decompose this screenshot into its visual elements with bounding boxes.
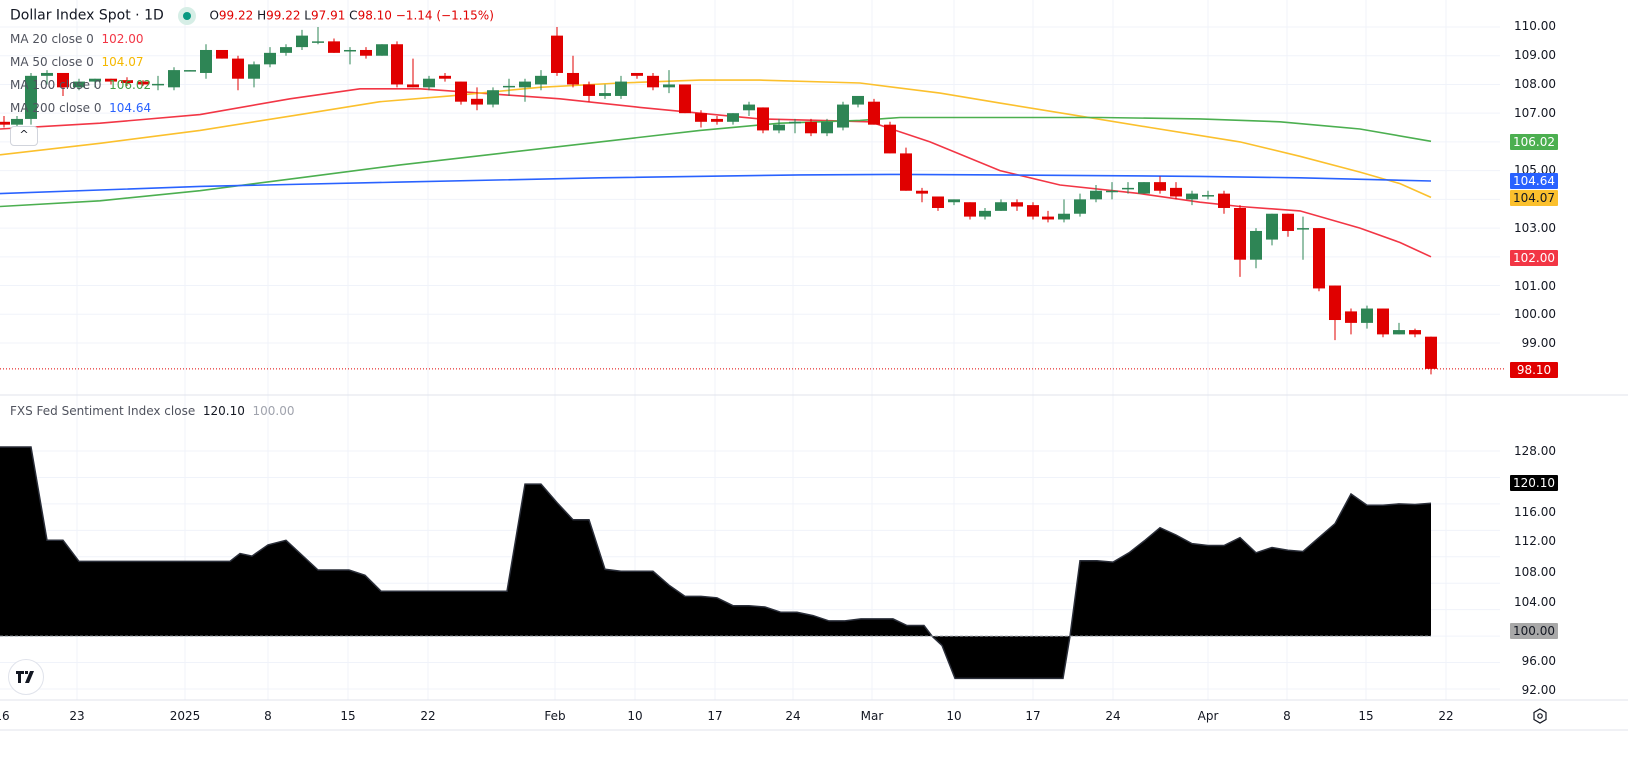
price-tick: 110.00	[1514, 19, 1556, 33]
price-tick: 103.00	[1514, 221, 1556, 235]
indicator-tick: 96.00	[1521, 654, 1556, 668]
ma50-price-tag: 104.07	[1510, 190, 1558, 206]
price-tick: 108.00	[1514, 77, 1556, 91]
time-tick: Feb	[544, 709, 566, 723]
time-tick: 10	[627, 709, 643, 723]
ma50-legend[interactable]: MA 50 close 0 104.07	[10, 55, 144, 69]
indicator-tick: 108.00	[1514, 565, 1556, 579]
symbol-title[interactable]: Dollar Index Spot · 1D	[10, 7, 164, 24]
time-tick: Mar	[860, 709, 884, 723]
ma20-value: 102.00	[101, 32, 144, 46]
time-tick: 15	[340, 709, 356, 723]
time-tick: 24	[1105, 709, 1121, 723]
ma100-price-tag: 106.02	[1510, 134, 1558, 150]
ma100-value: 106.02	[109, 78, 152, 92]
time-tick: 8	[1283, 709, 1291, 723]
time-tick: 17	[1025, 709, 1041, 723]
ma20-price-tag: 102.00	[1510, 250, 1558, 266]
time-tick: 8	[264, 709, 272, 723]
time-tick: 15	[1358, 709, 1374, 723]
price-tick: 107.00	[1514, 106, 1556, 120]
time-tick: 17	[707, 709, 723, 723]
indicator-value-tag: 120.10	[1510, 475, 1558, 491]
open-value: 99.22	[218, 8, 254, 23]
time-tick: 16	[0, 709, 10, 723]
indicator-tick: 128.00	[1514, 444, 1556, 458]
tradingview-logo-icon[interactable]	[8, 659, 44, 695]
close-value: 98.10	[357, 8, 392, 23]
indicator-tick: 112.00	[1514, 534, 1556, 548]
chevron-up-icon: ^	[19, 128, 29, 141]
ma200-price-tag: 104.64	[1510, 173, 1558, 189]
indicator-value: 120.10	[202, 404, 245, 418]
time-tick: 24	[785, 709, 801, 723]
settings-gear-icon[interactable]	[1532, 708, 1548, 724]
symbol-legend: Dollar Index Spot · 1D O99.22 H99.22 L97…	[10, 7, 494, 25]
ma100-legend[interactable]: MA 100 close 0 106.02	[10, 78, 152, 92]
indicator-title: FXS Fed Sentiment Index close	[10, 404, 196, 418]
indicator-legend[interactable]: FXS Fed Sentiment Index close 120.10 100…	[10, 404, 295, 418]
price-tick: 109.00	[1514, 48, 1556, 62]
price-tick: 100.00	[1514, 307, 1556, 321]
ma200-value: 104.64	[109, 101, 152, 115]
ma20-legend[interactable]: MA 20 close 0 102.00	[10, 32, 144, 46]
indicator-baseline: 100.00	[252, 404, 295, 418]
ohlc-values: O99.22 H99.22 L97.91 C98.10 −1.14 (−1.15…	[209, 8, 494, 23]
high-value: 99.22	[266, 8, 301, 23]
indicator-baseline-tag: 100.00	[1510, 623, 1558, 639]
low-value: 97.91	[310, 8, 346, 23]
time-tick: 2025	[169, 709, 201, 723]
price-tick: 99.00	[1521, 336, 1556, 350]
ma50-value: 104.07	[101, 55, 144, 69]
last-price-tag: 98.10	[1510, 362, 1558, 378]
time-tick: 22	[420, 709, 436, 723]
market-status-icon	[177, 7, 196, 25]
price-tick: 101.00	[1514, 279, 1556, 293]
time-tick: Apr	[1197, 709, 1219, 723]
indicator-tick: 92.00	[1521, 683, 1556, 697]
ma200-legend[interactable]: MA 200 close 0 104.64	[10, 101, 152, 115]
collapse-legend-button[interactable]: ^	[10, 126, 38, 146]
time-tick: 23	[69, 709, 85, 723]
time-tick: 22	[1438, 709, 1454, 723]
indicator-tick: 116.00	[1514, 505, 1556, 519]
change-value: −1.14 (−1.15%)	[395, 8, 494, 23]
indicator-tick: 104.00	[1514, 595, 1556, 609]
time-tick: 10	[946, 709, 962, 723]
